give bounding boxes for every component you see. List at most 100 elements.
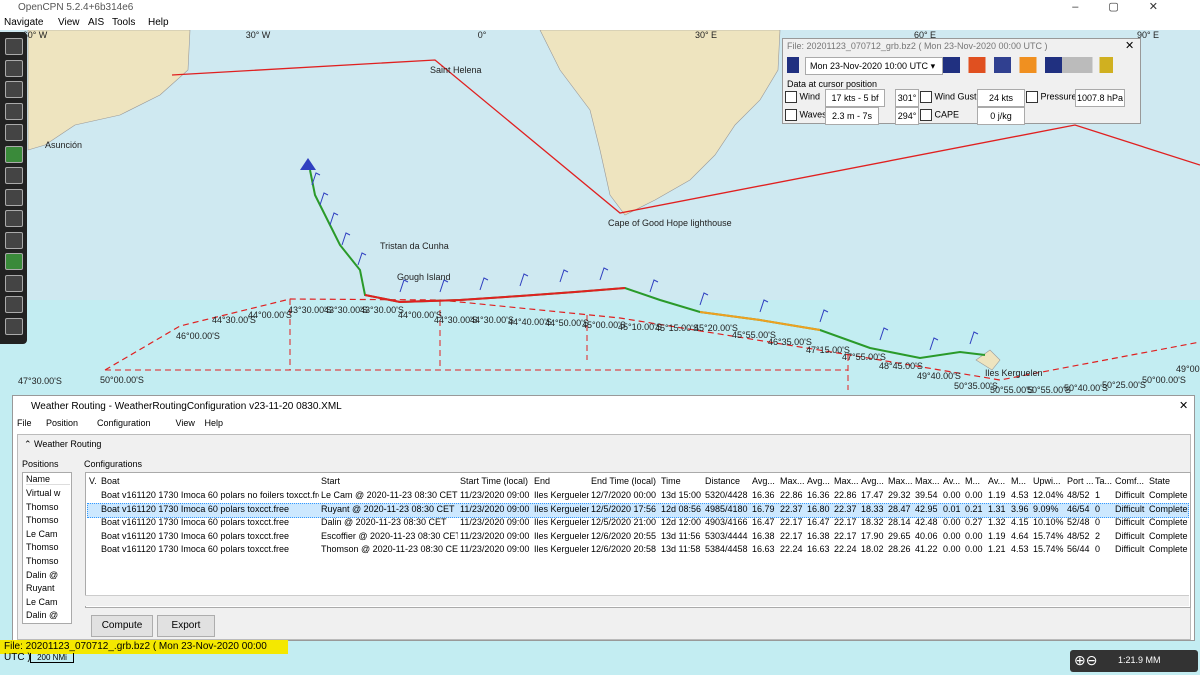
table-cell[interactable]: Escoffier @ 2020-11-23 08:30 CET xyxy=(321,530,458,541)
column-header[interactable]: Av... xyxy=(988,476,1006,486)
table-cell[interactable]: Complete xyxy=(1149,490,1188,500)
tool-icon[interactable] xyxy=(5,274,23,292)
table-cell[interactable]: 5303/4444 xyxy=(705,530,748,541)
tool-icon[interactable] xyxy=(5,231,23,249)
tool-icon[interactable] xyxy=(5,167,23,184)
position-item[interactable]: Le Cam xyxy=(26,528,58,539)
position-item[interactable]: Thomso xyxy=(26,542,59,553)
table-cell[interactable]: 42.95 xyxy=(915,503,938,514)
table-cell[interactable]: 48/52 xyxy=(1067,490,1090,500)
table-cell[interactable]: Dalin @ 2020-11-23 08:30 CET xyxy=(321,517,447,528)
table-cell[interactable]: Difficult xyxy=(1115,517,1145,528)
table-cell[interactable]: 0.21 xyxy=(965,503,983,514)
table-cell[interactable]: Difficult xyxy=(1115,530,1145,541)
column-header[interactable]: V. xyxy=(89,476,97,486)
table-cell[interactable]: 11/23/2020 09:00 xyxy=(460,490,530,500)
table-cell[interactable]: 56/44 xyxy=(1067,544,1090,555)
position-item[interactable]: Thomso xyxy=(26,501,59,512)
table-cell[interactable]: 46/54 xyxy=(1067,503,1090,514)
table-cell[interactable]: 22.24 xyxy=(834,544,857,555)
table-cell[interactable]: 28.14 xyxy=(888,517,911,528)
table-cell[interactable]: 1.19 xyxy=(988,530,1006,541)
tool-icon[interactable] xyxy=(5,296,23,313)
table-cell[interactable]: 16.80 xyxy=(807,503,830,514)
table-cell[interactable]: 16.63 xyxy=(752,544,775,555)
tool-icon[interactable] xyxy=(5,188,23,206)
table-cell[interactable]: 12/5/2020 17:56 xyxy=(591,503,657,514)
table-cell[interactable]: 12/6/2020 20:58 xyxy=(591,544,657,555)
column-header[interactable]: Av... xyxy=(943,476,961,486)
menu-item[interactable]: Position xyxy=(46,418,79,428)
tool-icon[interactable] xyxy=(5,81,23,98)
table-cell[interactable]: 16.63 xyxy=(807,544,830,555)
table-cell[interactable]: 22.86 xyxy=(780,490,803,500)
menu-item[interactable]: AIS xyxy=(88,17,105,28)
table-cell[interactable]: Boat v161120 1730 Imoca 60 polars toxcct… xyxy=(101,544,289,555)
table-cell[interactable]: Ruyant @ 2020-11-23 08:30 CET xyxy=(321,503,455,514)
table-cell[interactable]: 22.17 xyxy=(834,517,857,528)
table-cell[interactable]: Le Cam @ 2020-11-23 08:30 CET xyxy=(321,490,458,500)
zoom-controls[interactable]: ⊕⊖ 1:21.9 MM xyxy=(1070,650,1198,672)
table-cell[interactable]: 13d 11:56 xyxy=(661,530,701,541)
table-cell[interactable]: Difficult xyxy=(1115,490,1145,500)
tool-icon[interactable] xyxy=(5,59,23,77)
menu-item[interactable]: Configuration xyxy=(97,418,151,428)
table-cell[interactable]: Complete xyxy=(1149,503,1188,514)
column-header[interactable]: Avg... xyxy=(861,476,884,486)
close-button[interactable]: ✕ xyxy=(1179,400,1189,412)
table-cell[interactable]: 0.00 xyxy=(943,544,961,555)
table-cell[interactable]: 48/52 xyxy=(1067,530,1090,541)
table-cell[interactable]: Iles Kerguelen xyxy=(534,517,589,528)
table-cell[interactable]: 22.37 xyxy=(834,503,857,514)
column-header[interactable]: Port ... xyxy=(1067,476,1093,486)
table-cell[interactable]: Difficult xyxy=(1115,544,1145,555)
table-cell[interactable]: 41.22 xyxy=(915,544,938,555)
table-cell[interactable]: 13d 11:58 xyxy=(661,544,701,555)
table-cell[interactable]: 0 xyxy=(1095,517,1101,528)
table-cell[interactable]: 18.33 xyxy=(861,503,884,514)
table-cell[interactable]: 28.47 xyxy=(888,503,911,514)
table-cell[interactable]: 22.17 xyxy=(780,530,803,541)
menu-item[interactable]: Navigate xyxy=(4,17,44,28)
time-select[interactable]: Mon 23-Nov-2020 10:00 UTC ▾ xyxy=(805,57,943,75)
table-cell[interactable]: 4.64 xyxy=(1011,530,1029,541)
table-cell[interactable]: Iles Kerguelen xyxy=(534,503,589,514)
table-cell[interactable]: 11/23/2020 09:00 xyxy=(460,544,530,555)
table-cell[interactable]: 9.09% xyxy=(1033,503,1059,514)
table-cell[interactable]: Iles Kerguelen xyxy=(534,490,589,500)
table-cell[interactable]: 0.00 xyxy=(965,544,983,555)
table-cell[interactable]: 22.24 xyxy=(780,544,803,555)
table-cell[interactable]: 28.26 xyxy=(888,544,911,555)
tool-icon[interactable] xyxy=(5,102,23,120)
tool-icon[interactable] xyxy=(5,253,23,270)
table-cell[interactable]: 22.86 xyxy=(834,490,857,500)
zoom-buttons[interactable]: ⊕⊖ xyxy=(1074,652,1098,668)
table-cell[interactable]: 11/23/2020 09:00 xyxy=(460,503,530,514)
table-cell[interactable]: 0 xyxy=(1095,503,1101,514)
table-cell[interactable]: Complete xyxy=(1149,530,1188,541)
table-cell[interactable]: 29.65 xyxy=(888,530,911,541)
table-cell[interactable]: 10.10% xyxy=(1033,517,1064,528)
table-cell[interactable]: 12/6/2020 20:55 xyxy=(591,530,657,541)
column-header[interactable]: End xyxy=(534,476,551,486)
menu-item[interactable]: View xyxy=(175,418,195,428)
menu-item[interactable]: File xyxy=(17,418,32,428)
menu-item[interactable]: Help xyxy=(204,418,224,428)
table-cell[interactable]: 15.74% xyxy=(1033,544,1064,555)
table-cell[interactable]: 0.00 xyxy=(965,530,983,541)
table-cell[interactable]: Iles Kerguelen xyxy=(534,544,589,555)
table-cell[interactable]: 0.01 xyxy=(943,503,961,514)
table-cell[interactable]: 42.48 xyxy=(915,517,938,528)
window-controls[interactable]: –▢✕ xyxy=(1072,1,1188,13)
column-header[interactable]: Start xyxy=(321,476,341,486)
table-cell[interactable]: 52/48 xyxy=(1067,517,1090,528)
column-header[interactable]: State xyxy=(1149,476,1171,486)
column-header[interactable]: Max... xyxy=(915,476,940,486)
table-cell[interactable]: 16.38 xyxy=(807,530,830,541)
column-header[interactable]: Boat xyxy=(101,476,120,486)
column-header[interactable]: Comf... xyxy=(1115,476,1145,486)
table-cell[interactable]: 17.47 xyxy=(861,490,884,500)
table-cell[interactable]: Boat v161120 1730 Imoca 60 polars toxcct… xyxy=(101,517,289,528)
column-header[interactable]: Upwi... xyxy=(1033,476,1061,486)
column-header[interactable]: Max... xyxy=(834,476,859,486)
